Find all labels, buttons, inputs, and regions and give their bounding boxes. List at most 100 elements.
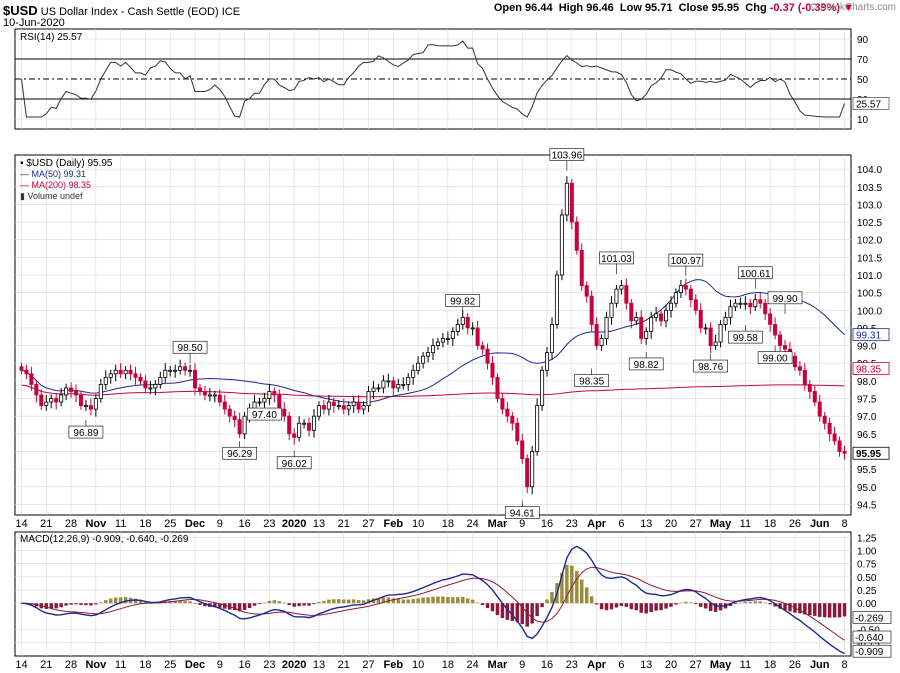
macd-histogram-bar	[490, 603, 495, 612]
candle-body	[257, 401, 262, 404]
macd-histogram-bar	[431, 596, 435, 604]
macd-histogram-bar	[451, 597, 455, 604]
macd-histogram-bar	[133, 598, 138, 604]
candle-body	[133, 373, 138, 378]
candle-body	[128, 369, 133, 375]
macd-histogram-bar	[748, 601, 753, 604]
candle-body	[88, 405, 93, 410]
macd-histogram-bar	[64, 603, 68, 606]
candle-body	[193, 369, 198, 389]
x-tick-label-bottom: 8	[841, 659, 847, 671]
macd-histogram-bar	[773, 603, 777, 607]
candle-body	[748, 302, 753, 308]
x-tick-label-bottom: 14	[15, 659, 27, 671]
macd-histogram-bar	[733, 603, 738, 604]
candle-body	[188, 369, 193, 372]
candle-body	[574, 221, 579, 251]
macd-histogram-bar	[59, 603, 63, 608]
macd-tick-label: 0.00	[857, 599, 877, 610]
x-tick-label: Mar	[488, 518, 508, 530]
macd-histogram-bar	[312, 603, 316, 605]
macd-histogram-bar	[803, 603, 807, 615]
macd-histogram-bar	[366, 599, 371, 604]
candle-body	[440, 338, 445, 343]
x-tick-label: Feb	[384, 518, 404, 530]
candle-body	[178, 366, 183, 371]
macd-histogram-bar	[74, 603, 78, 605]
x-tick-label: 18	[764, 518, 776, 530]
x-tick-label: 21	[338, 518, 350, 530]
x-tick-label: 11	[115, 518, 126, 530]
macd-histogram-bar	[406, 599, 410, 604]
candle-body	[361, 405, 366, 410]
macd-histogram-bar	[401, 599, 405, 604]
candle-body	[778, 334, 783, 346]
macd-histogram-bar	[252, 603, 257, 606]
candle-body	[401, 384, 406, 386]
macd-histogram-bar	[327, 599, 331, 604]
macd-histogram-bar	[223, 603, 227, 609]
price-tick-label: 94.5	[857, 500, 877, 511]
x-tick-label: Nov	[85, 518, 107, 530]
candle-body	[698, 309, 703, 329]
candle-body	[693, 299, 698, 311]
close-badge-box	[852, 446, 890, 460]
x-tick-label-bottom: 25	[164, 659, 176, 671]
macd-histogram-bar	[218, 603, 222, 608]
candle-body	[644, 331, 649, 339]
candle-body	[331, 401, 336, 406]
price-tick-label: 103.5	[857, 183, 882, 194]
candle-body	[465, 316, 470, 329]
x-tick-label-bottom: 13	[313, 659, 325, 671]
x-tick-label: 6	[618, 518, 624, 530]
price-annotation-label: 94.61	[510, 509, 535, 520]
candle-body	[768, 313, 773, 325]
macd-histogram-bar	[644, 603, 648, 614]
candle-body	[649, 316, 654, 332]
price-annotation-label: 96.89	[73, 428, 98, 439]
candle-body	[44, 401, 49, 406]
candle-body	[773, 324, 778, 336]
candle-body	[376, 387, 381, 390]
macd-tick-label: 1.00	[857, 546, 877, 557]
macd-histogram-bar	[565, 564, 569, 604]
macd-histogram-bar	[84, 603, 88, 606]
x-tick-label: 13	[313, 518, 325, 530]
price-tick-label: 95.5	[857, 465, 877, 476]
candle-body	[148, 387, 153, 390]
x-tick-label: 8	[841, 518, 847, 530]
ma50-badge-box	[852, 328, 890, 342]
macd-histogram-bar	[827, 603, 832, 618]
legend-volume: ▮ Volume undef	[20, 191, 83, 201]
price-annotation-label: 98.76	[698, 362, 723, 373]
x-tick-label: Dec	[185, 518, 205, 530]
candle-body	[356, 401, 361, 410]
candle-body	[19, 366, 24, 371]
price-tick-label: 96.5	[857, 430, 877, 441]
legend-ma50: — MA(50) 99.31	[20, 169, 86, 179]
x-tick-label: 24	[467, 518, 479, 530]
candle-body	[103, 376, 108, 385]
macd-histogram-bar	[817, 603, 822, 617]
candle-body	[118, 369, 123, 375]
macd-histogram-bar	[753, 601, 758, 604]
candle-body	[827, 422, 832, 435]
instrument-name: US Dollar Index - Cash Settle (EOD)	[40, 6, 219, 18]
candle-body	[673, 292, 678, 304]
candle-body	[703, 327, 708, 330]
candle-body	[688, 288, 693, 301]
candle-body	[510, 415, 515, 424]
macd-histogram-bar	[679, 602, 683, 604]
candle-body	[654, 313, 659, 318]
candle-body	[430, 345, 436, 354]
price-annotation-label: 100.61	[740, 269, 771, 280]
candle-body	[743, 302, 748, 305]
macd-histogram-bar	[500, 603, 505, 619]
down-triangle-icon: ▼	[843, 2, 854, 14]
candle-body	[311, 415, 317, 431]
price-annotation-label: 98.50	[178, 343, 203, 354]
macd-histogram-bar	[604, 603, 609, 611]
candle-body	[386, 380, 391, 383]
price-annotation-label: 97.40	[252, 410, 277, 421]
price-annotation-label: 96.02	[282, 459, 307, 470]
